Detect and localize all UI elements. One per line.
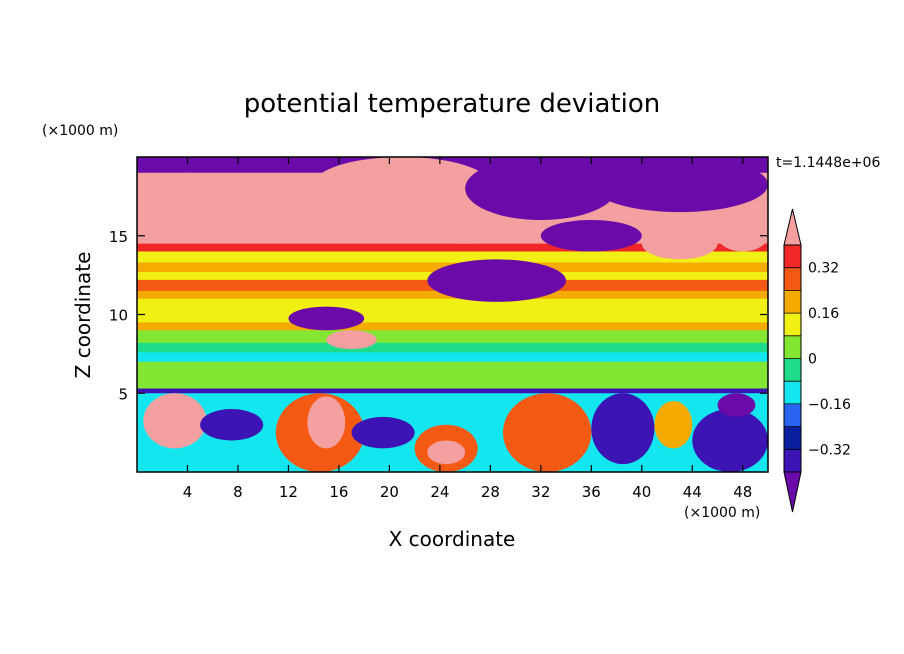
colorbar: 0.32 0.16 0 −0.16 −0.32 [783, 208, 851, 513]
feature-8 [717, 220, 768, 252]
feature-22 [654, 401, 693, 449]
x-tick-label: 32 [531, 483, 550, 501]
x-tick-label: 36 [582, 483, 601, 501]
x-tick-label: 48 [733, 483, 752, 501]
band-18 [137, 388, 768, 394]
colorbar-label: −0.32 [808, 442, 851, 458]
x-tick-label: 12 [279, 483, 298, 501]
x-tick-label: 20 [380, 483, 399, 501]
x-tick-label: 24 [430, 483, 449, 501]
feature-5 [591, 157, 768, 213]
x-tick-label: 44 [683, 483, 702, 501]
band-11 [137, 314, 768, 323]
feature-21 [591, 393, 655, 465]
band-5 [137, 251, 768, 264]
band-13 [137, 330, 768, 344]
colorbar-swatch [784, 449, 801, 473]
chart-title: potential temperature deviation [244, 89, 660, 119]
x-axis-label: X coordinate [389, 527, 516, 551]
band-14 [137, 342, 768, 353]
band-12 [137, 322, 768, 331]
feature-6 [540, 220, 642, 252]
x-tick-label: 28 [481, 483, 500, 501]
colorbar-swatch [784, 267, 801, 291]
colorbar-top-arrow [783, 208, 802, 246]
feature-7 [641, 227, 718, 260]
colorbar-swatch [784, 358, 801, 382]
x-tick-label: 16 [329, 483, 348, 501]
colorbar-swatch [784, 381, 801, 405]
band-17 [137, 377, 768, 390]
y-tick-label: 10 [109, 307, 128, 325]
feature-4 [465, 157, 617, 220]
feature-15 [200, 409, 264, 441]
feature-18 [427, 440, 466, 465]
feature-14 [307, 396, 346, 449]
x-tick-label: 40 [632, 483, 651, 501]
colorbar-label: −0.16 [808, 397, 851, 413]
feature-16 [351, 416, 415, 449]
y-tick-label: 5 [118, 385, 128, 403]
feature-3 [389, 212, 541, 244]
colorbar-swatch [784, 290, 801, 314]
y-tick-label: 15 [109, 228, 128, 246]
feature-12 [143, 393, 207, 449]
time-label: t=1.1448e+06 [776, 155, 880, 171]
band-16 [137, 361, 768, 379]
colorbar-swatch [784, 403, 801, 427]
band-15 [137, 352, 768, 363]
feature-2 [313, 157, 491, 213]
colorbar-swatch [784, 313, 801, 337]
colorbar-label: 0.16 [808, 306, 839, 322]
y-unit-label: (×1000 m) [42, 123, 118, 139]
colorbar-swatch [784, 245, 801, 269]
y-axis: 5 10 15 [109, 228, 768, 403]
band-10 [137, 298, 768, 316]
colorbar-swatch [784, 426, 801, 450]
x-unit-label: (×1000 m) [684, 505, 760, 521]
feature-23 [692, 409, 768, 472]
feature-9 [427, 259, 567, 302]
x-tick-label: 8 [233, 483, 243, 501]
colorbar-label: 0.32 [808, 261, 839, 277]
colorbar-label: 0 [808, 352, 817, 368]
x-axis: 4 8 12 16 20 24 28 32 36 40 44 48 [183, 157, 752, 501]
feature-11 [326, 330, 377, 350]
heatmap-field [137, 157, 768, 472]
feature-10 [288, 306, 365, 331]
y-axis-label: Z coordinate [71, 252, 95, 379]
colorbar-frame [783, 244, 802, 473]
band-4 [137, 243, 768, 253]
feature-20 [528, 409, 592, 457]
colorbar-swatch [784, 335, 801, 359]
x-tick-label: 4 [183, 483, 193, 501]
feature-24 [717, 393, 756, 417]
colorbar-bottom-arrow [783, 471, 802, 513]
